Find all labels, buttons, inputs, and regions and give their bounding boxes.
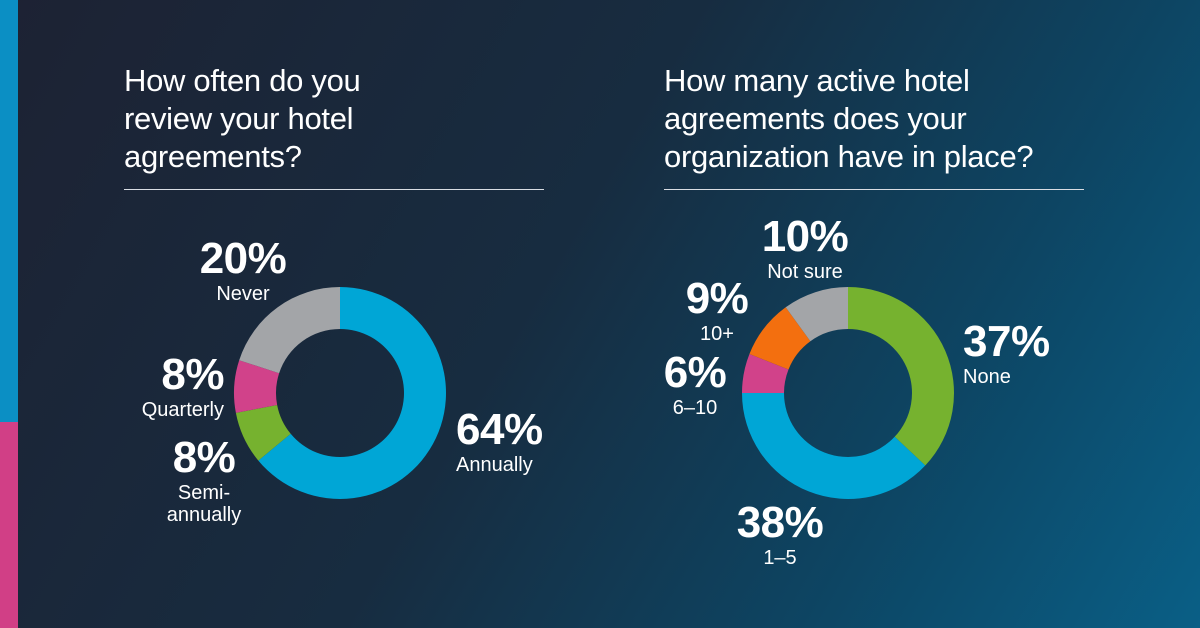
donut-slice-not-sure [785, 287, 848, 342]
slice-category-1-5: 1–5 [763, 547, 797, 569]
slice-category-none: None [963, 366, 1011, 388]
donut-chart-review-frequency [234, 287, 446, 500]
slice-value-never: 20% [199, 234, 287, 283]
slice-value-6-10: 6% [663, 348, 727, 397]
slice-value-none: 37% [963, 317, 1050, 366]
slice-label-annually: 64% Annually [456, 405, 566, 477]
donut-slice-semi-annually [235, 404, 291, 461]
question-agreement-count: How many active hotel agreements does yo… [664, 63, 1034, 174]
question-review-frequency: How often do you review your hotel agree… [124, 63, 361, 174]
slice-label-semi-annually: 8% Semi- annually [164, 433, 244, 527]
slice-category-6-10: 6–10 [672, 397, 718, 419]
accent-bar-top [0, 0, 18, 422]
donut-chart-agreement-count [742, 287, 954, 499]
slice-category-quarterly: Quarterly [141, 399, 224, 421]
slice-label-1-5: 38% 1–5 [730, 498, 830, 570]
slice-label-none: 37% None [963, 317, 1073, 389]
slice-label-quarterly: 8% Quarterly [114, 350, 225, 422]
slice-category-semi-annually: Semi- annually [166, 482, 242, 526]
survey-panel-review-frequency: How often do you review your hotel agree… [124, 0, 544, 628]
slice-label-not-sure: 10% Not sure [750, 212, 860, 284]
donut-slice-6-10 [742, 353, 789, 393]
slice-category-10-plus: 10+ [700, 323, 734, 345]
slice-label-10-plus: 9% 10+ [682, 274, 752, 346]
divider [124, 189, 544, 190]
slice-value-1-5: 38% [736, 498, 824, 547]
donut-slice-10-plus [749, 307, 811, 370]
donut-slice-none [848, 287, 954, 466]
slice-label-never: 20% Never [188, 234, 298, 306]
slice-value-not-sure: 10% [761, 212, 849, 261]
slice-label-6-10: 6% 6–10 [660, 348, 730, 420]
slice-value-10-plus: 9% [685, 274, 749, 323]
donut-slice-annually [258, 287, 446, 500]
slice-value-annually: 64% [456, 405, 543, 454]
divider [664, 189, 1084, 190]
accent-bar-bottom [0, 422, 18, 628]
donut-slice-never [239, 287, 340, 374]
slice-value-semi-annually: 8% [172, 433, 236, 482]
donut-slice-quarterly [234, 360, 280, 413]
donut-slice-1-5 [742, 393, 926, 499]
slice-category-not-sure: Not sure [767, 261, 843, 283]
slice-value-quarterly: 8% [161, 350, 224, 399]
survey-panel-agreement-count: How many active hotel agreements does yo… [664, 0, 1084, 628]
slice-category-annually: Annually [456, 454, 533, 476]
slice-category-never: Never [216, 283, 270, 305]
